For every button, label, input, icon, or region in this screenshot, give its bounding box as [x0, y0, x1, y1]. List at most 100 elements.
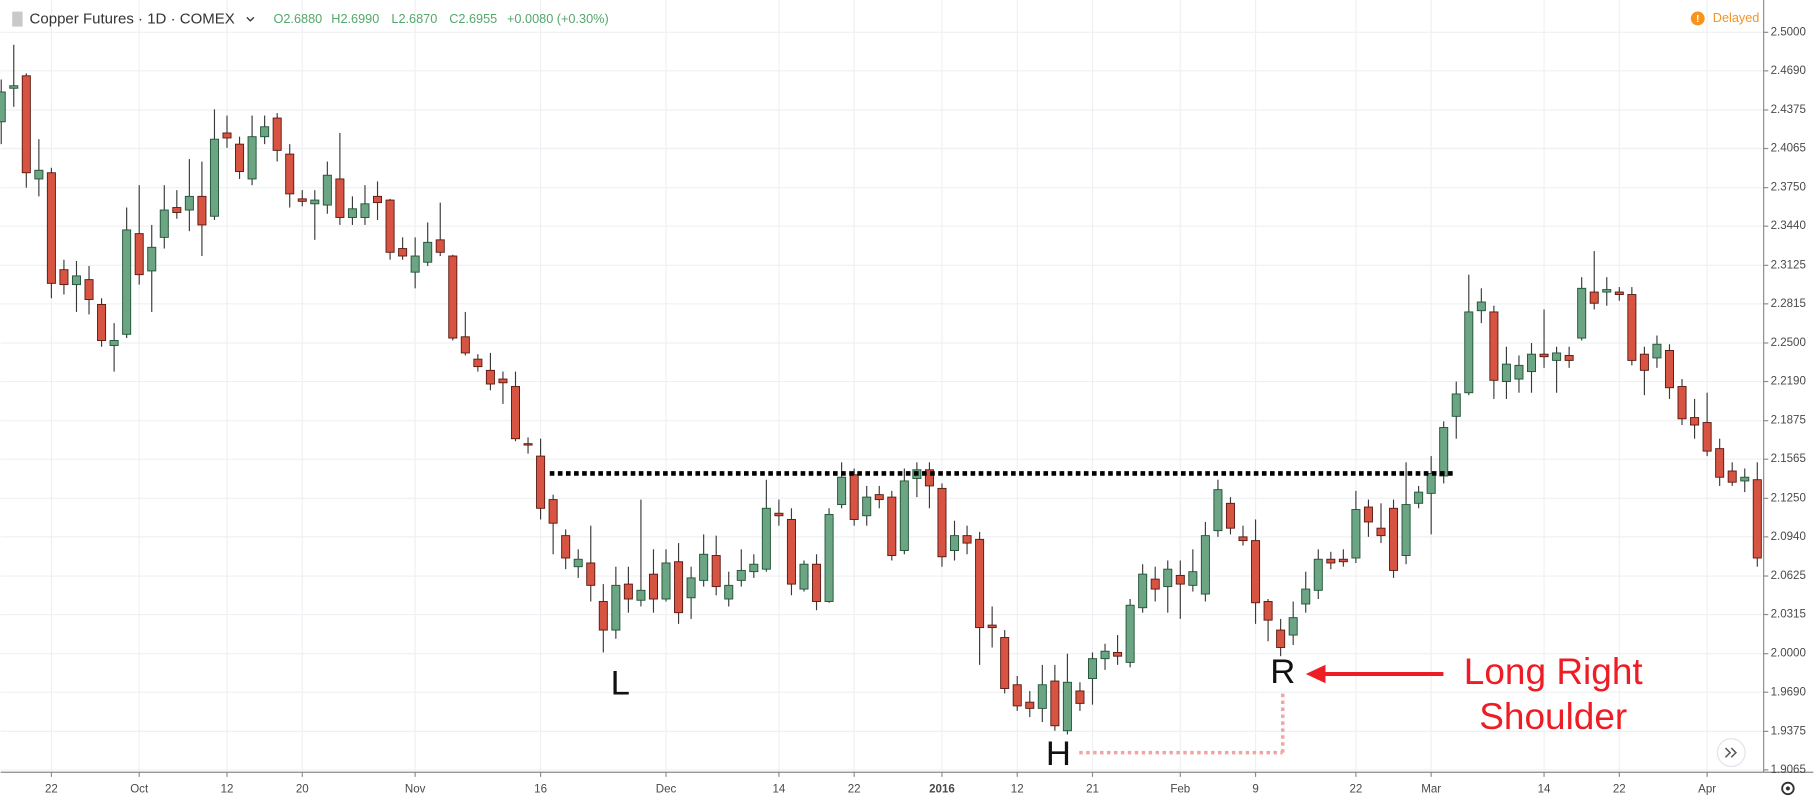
candle-body [1464, 311, 1474, 394]
candle-body [322, 174, 332, 206]
candle-body [1326, 558, 1336, 564]
candle-body [724, 584, 734, 600]
x-tick-label: 22 [848, 784, 861, 796]
candle-body [1501, 363, 1511, 382]
candle-body [548, 499, 558, 524]
candle-body [1690, 417, 1700, 426]
candle-body [1627, 294, 1637, 361]
candle-body [812, 563, 822, 602]
y-tick-label: 2.4690 [1771, 65, 1806, 77]
y-tick-label: 2.5000 [1771, 26, 1806, 38]
y-tick-label: 2.2500 [1771, 337, 1806, 349]
x-tick-label: 22 [1349, 784, 1362, 796]
candle-body [1451, 393, 1461, 417]
candle-body [1188, 571, 1198, 586]
candle-body [197, 195, 207, 226]
candle-body [498, 378, 508, 384]
candle-body [1740, 476, 1750, 482]
scroll-button[interactable] [1716, 738, 1746, 768]
candle-body [1301, 588, 1311, 605]
scroll-button-bg[interactable] [1716, 738, 1746, 768]
candle-body [1426, 473, 1436, 494]
candle-body [260, 126, 270, 138]
candle-body [950, 535, 960, 552]
candle-body [1639, 353, 1649, 371]
x-tick-label: Apr [1698, 784, 1716, 796]
candle-body [761, 507, 771, 570]
header-value: C2.6955 [449, 11, 497, 26]
candle-body [423, 241, 433, 263]
candle-body [59, 269, 69, 286]
candle-body [485, 369, 495, 385]
candle-body [1602, 289, 1612, 293]
axes: 2.5000 2.4690 2.4375 2.4065 2.3750 2.3440 2.31… [45, 26, 1806, 795]
candle-body [209, 138, 219, 217]
candle-body [1552, 352, 1562, 361]
x-tick-label: Dec [656, 784, 677, 796]
candle-body [674, 561, 684, 614]
candle-body [1664, 349, 1674, 389]
candle-body [774, 512, 784, 517]
candle-body [1113, 651, 1123, 657]
candle-body [786, 519, 796, 585]
candle-body [1752, 479, 1762, 559]
candle-body [1389, 507, 1399, 571]
candle-body [1363, 506, 1373, 523]
annotation: L [611, 665, 630, 703]
y-tick-label: 2.0625 [1771, 570, 1806, 582]
x-tick-label: Nov [405, 784, 426, 796]
candle-body [1589, 291, 1599, 304]
candle-body [272, 117, 282, 151]
candle-body [1439, 427, 1449, 477]
x-tick-label: 14 [772, 784, 785, 796]
candle-body [347, 208, 357, 218]
candle-body [862, 496, 872, 517]
y-tick-label: 2.4065 [1771, 143, 1806, 155]
candle-body [1238, 536, 1248, 542]
candle-body [1100, 650, 1110, 660]
candle-body [586, 562, 596, 586]
callout-arrowhead [1305, 664, 1326, 684]
candle-body [1338, 558, 1348, 563]
candle-body [1175, 574, 1185, 585]
candle-body [310, 199, 320, 205]
candle-body [21, 75, 31, 174]
candle-body [1012, 684, 1022, 707]
candle-body [460, 336, 470, 354]
candle-body [749, 563, 759, 573]
settings-button[interactable] [1781, 781, 1795, 796]
candle-body [0, 91, 6, 123]
candle-body [1715, 448, 1725, 478]
title-chevron[interactable] [246, 16, 255, 22]
y-tick-label: 2.0940 [1771, 531, 1806, 543]
settings-icon[interactable] [1781, 781, 1795, 796]
y-tick-label: 2.2815 [1771, 298, 1806, 310]
overlay [1079, 664, 1444, 755]
symbol-icon [12, 11, 23, 27]
candle-body [1727, 470, 1737, 483]
candle-body [1125, 604, 1135, 663]
candle-body [473, 358, 483, 368]
candle-body [172, 207, 182, 213]
candle-body [1075, 690, 1085, 704]
candle-body [222, 132, 232, 139]
candle-body [824, 514, 834, 602]
candle-body [1225, 502, 1235, 529]
status: Delayed [1713, 10, 1760, 25]
y-tick-label: 2.1875 [1771, 415, 1806, 427]
candle-body [1702, 422, 1712, 452]
settings-icon[interactable] [1785, 786, 1791, 791]
candle-body [285, 153, 295, 195]
candle-body [1514, 364, 1524, 380]
candle-body [1539, 353, 1549, 358]
x-tick-label: 16 [534, 784, 547, 796]
candle-body [849, 474, 859, 520]
candle-body [1614, 291, 1624, 295]
candle-body [874, 494, 884, 501]
candle-body [109, 340, 119, 346]
x-tick-label: 21 [1086, 784, 1099, 796]
x-tick-label: Mar [1421, 784, 1441, 796]
candle-body [435, 239, 445, 253]
scroll-button-icon[interactable] [1724, 747, 1737, 758]
candle-body [1376, 527, 1386, 537]
